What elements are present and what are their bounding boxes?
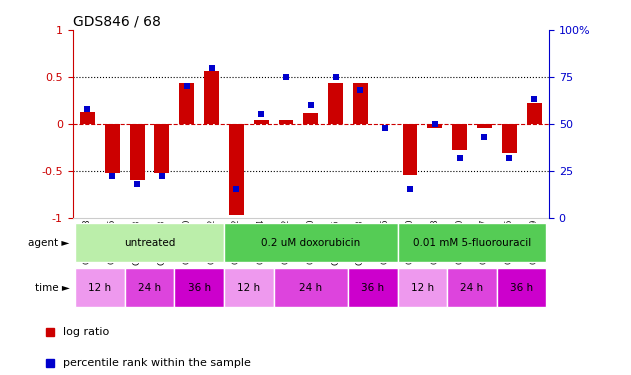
Bar <box>348 268 398 307</box>
Bar <box>427 124 442 128</box>
Bar <box>502 124 517 153</box>
Text: 36 h: 36 h <box>361 283 384 293</box>
Text: agent ►: agent ► <box>28 238 69 248</box>
Text: 0.2 uM doxorubicin: 0.2 uM doxorubicin <box>261 238 360 248</box>
Bar <box>204 71 219 124</box>
Text: 36 h: 36 h <box>510 283 533 293</box>
Text: 12 h: 12 h <box>237 283 261 293</box>
Bar <box>447 268 497 307</box>
Bar <box>179 84 194 124</box>
Text: 12 h: 12 h <box>411 283 434 293</box>
Text: percentile rank within the sample: percentile rank within the sample <box>62 358 251 368</box>
Text: 24 h: 24 h <box>138 283 161 293</box>
Bar <box>224 268 274 307</box>
Bar <box>125 268 174 307</box>
Bar <box>75 268 125 307</box>
Bar <box>80 112 95 124</box>
Bar <box>155 124 169 172</box>
Bar <box>174 268 224 307</box>
Bar <box>328 82 343 124</box>
Bar <box>398 224 546 262</box>
Bar <box>527 103 541 124</box>
Text: 12 h: 12 h <box>88 283 112 293</box>
Bar <box>229 124 244 214</box>
Bar <box>304 112 318 124</box>
Bar <box>403 124 418 176</box>
Text: 36 h: 36 h <box>187 283 211 293</box>
Bar <box>105 124 120 172</box>
Bar <box>129 124 144 180</box>
Bar <box>224 224 398 262</box>
Text: time ►: time ► <box>35 283 69 293</box>
Bar <box>254 120 269 124</box>
Text: 0.01 mM 5-fluorouracil: 0.01 mM 5-fluorouracil <box>413 238 531 248</box>
Text: 24 h: 24 h <box>461 283 483 293</box>
Text: log ratio: log ratio <box>62 327 109 337</box>
Bar <box>274 268 348 307</box>
Bar <box>452 124 467 150</box>
Bar <box>477 124 492 128</box>
Text: untreated: untreated <box>124 238 175 248</box>
Text: GDS846 / 68: GDS846 / 68 <box>73 15 160 29</box>
Bar <box>75 224 224 262</box>
Bar <box>353 84 368 124</box>
Bar <box>497 268 546 307</box>
Bar <box>278 120 293 124</box>
Bar <box>398 268 447 307</box>
Text: 24 h: 24 h <box>299 283 322 293</box>
